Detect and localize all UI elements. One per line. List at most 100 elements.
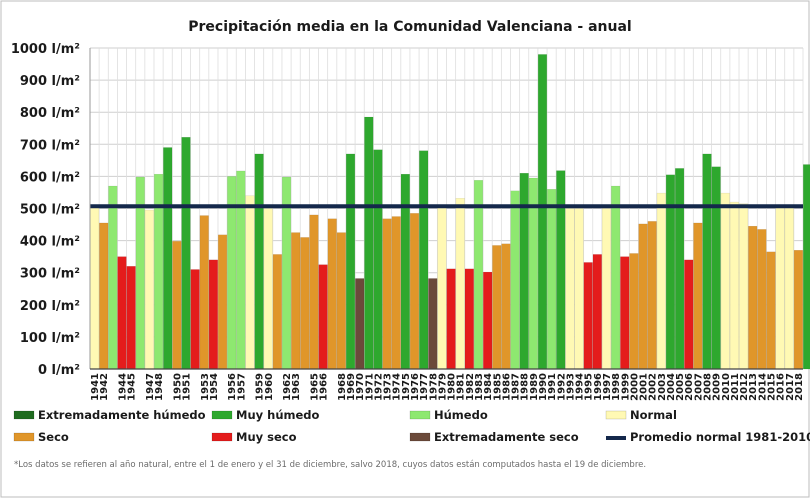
x-tick-label: 1962 (282, 373, 293, 401)
bar-2002 (647, 221, 657, 370)
y-tick-label: 900 l/m² (20, 74, 80, 89)
bar-1988 (519, 172, 529, 370)
x-tick-label: 1997 (602, 373, 613, 401)
bars (90, 54, 810, 370)
bar-1958 (245, 195, 255, 370)
bar-2007 (693, 222, 703, 370)
bar-1965 (309, 214, 319, 370)
x-tick-label: 1965 (309, 373, 320, 401)
bar-1994 (574, 208, 584, 370)
bar-1987 (510, 190, 520, 370)
x-tick-label: 2002 (648, 373, 659, 401)
x-tick-label: 2018 (794, 373, 805, 401)
x-tick-label: 1944 (117, 373, 128, 401)
x-tick-label: 1994 (575, 373, 586, 401)
bar-1970 (355, 278, 365, 370)
bar-1966 (318, 264, 328, 370)
y-tick-label: 700 l/m² (20, 138, 80, 153)
bar-1967 (327, 218, 337, 370)
x-tick-label: 2017 (785, 373, 796, 401)
x-tick-label: 1966 (319, 373, 330, 401)
bar-1978 (428, 278, 438, 370)
bar-1941 (90, 206, 100, 370)
bar-2009 (711, 166, 721, 370)
x-tick-label: 1993 (565, 373, 576, 401)
bar-1960 (263, 208, 273, 370)
bar-2017 (784, 205, 794, 370)
x-tick-label: 2008 (703, 373, 714, 401)
legend-swatch (211, 410, 233, 420)
x-tick-label: 1950 (172, 373, 183, 401)
bar-2000 (629, 253, 639, 370)
bar-undefined (803, 164, 810, 370)
x-tick-label: 2013 (748, 373, 759, 401)
bar-2011 (729, 201, 739, 370)
x-tick-label: 1999 (620, 373, 631, 401)
legend-swatch (409, 410, 431, 420)
bar-1974 (391, 216, 401, 370)
x-tick-label: 1991 (547, 373, 558, 401)
y-tick-label: 1000 l/m² (11, 42, 80, 57)
x-tick-label: 2011 (730, 373, 741, 401)
bar-1973 (382, 218, 392, 370)
bar-1947 (144, 209, 154, 370)
x-tick-label: 1970 (355, 373, 366, 401)
bar-1948 (154, 173, 164, 370)
bar-1999 (620, 256, 630, 370)
bar-1961 (272, 254, 282, 370)
bar-1972 (373, 149, 383, 370)
bar-1954 (208, 259, 218, 370)
bar-1976 (409, 213, 420, 370)
x-tick-label: 1985 (492, 373, 503, 401)
x-tick-label: 1947 (145, 373, 156, 401)
bar-1959 (254, 153, 264, 370)
legend-swatch (211, 432, 233, 442)
x-tick-label: 1979 (437, 373, 448, 401)
bar-1953 (199, 215, 209, 370)
bar-2013 (748, 225, 758, 370)
x-tick-label: 1984 (483, 373, 494, 401)
bar-1982 (464, 268, 474, 370)
legend-swatch (13, 432, 35, 442)
bar-2003 (656, 192, 666, 370)
bar-2001 (638, 223, 648, 370)
x-tick-label: 1953 (200, 373, 211, 401)
bar-1977 (419, 150, 429, 370)
legend-label: Extremadamente seco (434, 430, 579, 444)
x-tick-label: 1960 (264, 373, 275, 401)
x-tick-label: 1995 (584, 373, 595, 401)
x-tick-label: 1956 (227, 373, 238, 401)
x-tick-label: 1957 (236, 373, 247, 401)
bar-2015 (766, 251, 776, 370)
bar-1945 (126, 266, 136, 370)
x-tick-label: 2000 (629, 373, 640, 401)
x-tick-label: 1942 (99, 373, 110, 401)
bar-2010 (720, 192, 730, 370)
bar-1950 (172, 241, 182, 370)
bar-1997 (601, 208, 612, 370)
bar-1985 (492, 245, 502, 370)
legend-label: Muy húmedo (236, 408, 320, 422)
legend-label: Muy seco (236, 430, 297, 444)
legend-label: Extremadamente húmedo (38, 408, 206, 422)
x-tick-label: 2006 (684, 373, 695, 401)
x-tick-label: 1954 (209, 373, 220, 401)
bar-2012 (739, 203, 749, 370)
x-tick-label: 1998 (611, 373, 622, 401)
bar-1952 (190, 269, 200, 370)
footnote: *Los datos se refieren al año natural, e… (14, 460, 646, 470)
bar-1986 (501, 243, 511, 370)
legend-label: Normal (630, 408, 677, 422)
x-tick-label: 1963 (291, 373, 302, 401)
x-tick-label: 1941 (90, 373, 101, 401)
bar-1949 (163, 147, 173, 370)
x-tick-label: 1974 (392, 373, 403, 401)
bar-1963 (291, 232, 301, 370)
x-tick-label: 1971 (364, 373, 375, 401)
legend: Extremadamente húmedo Muy húmedo Húmedo Nor… (13, 408, 810, 444)
bar-1969 (345, 153, 356, 370)
x-tick-label: 1972 (373, 373, 384, 401)
x-tick-label: 1945 (127, 373, 138, 401)
